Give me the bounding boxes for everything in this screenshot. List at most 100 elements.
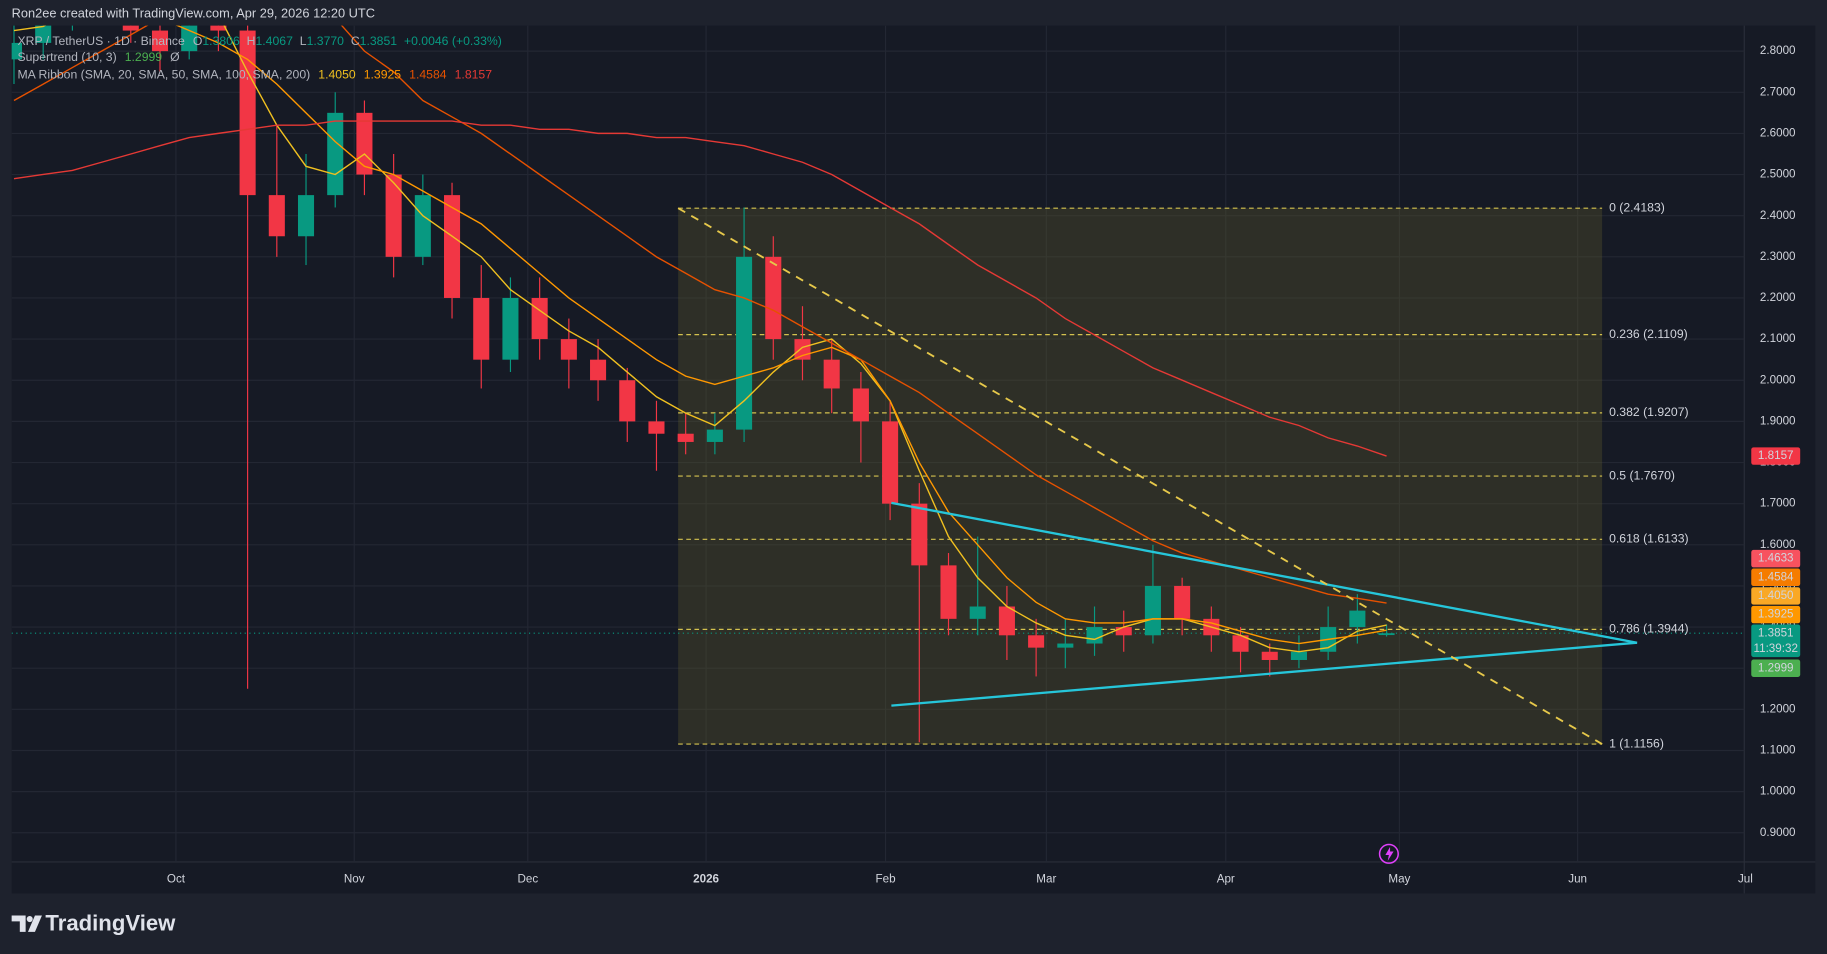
candle-body <box>590 359 607 381</box>
fib-label: 0.382 (1.9207) <box>1609 405 1688 419</box>
x-tick-label: Jul <box>1738 873 1753 886</box>
candle-body <box>473 297 490 360</box>
y-tick-label: 1.9000 <box>1760 414 1796 427</box>
candle-body <box>151 30 169 52</box>
ohlc-key: L <box>300 34 307 48</box>
x-tick-label: Feb <box>876 873 896 886</box>
symbol-legend: XRP / TetherUS · 1D · Binance O1.3806 H1… <box>17 34 501 48</box>
candle-body <box>794 339 811 360</box>
candle-body <box>1232 635 1249 652</box>
price-label: 1.8157 <box>1758 449 1794 462</box>
candle-body <box>911 503 928 566</box>
candle-body <box>210 25 227 31</box>
y-tick-label: 1.1000 <box>1760 744 1796 757</box>
y-tick-label: 2.0000 <box>1760 373 1796 386</box>
fib-label: 0.786 (1.3944) <box>1609 622 1688 636</box>
candle-body <box>327 112 344 196</box>
y-tick-label: 1.7000 <box>1760 497 1796 510</box>
price-label-box <box>1751 587 1801 605</box>
candle-body <box>444 195 461 298</box>
fib-label: 0.5 (1.7670) <box>1609 468 1675 482</box>
y-tick-label: 2.8000 <box>1760 44 1796 57</box>
indicator-flag: Ø <box>170 50 180 64</box>
moving-average <box>175 25 1387 645</box>
ohlc-value: 1.3770 <box>307 34 345 48</box>
plot-background <box>11 25 1816 894</box>
price-label-box <box>1751 549 1801 568</box>
candle-body <box>356 112 373 175</box>
brand-logo: TradingView <box>11 911 176 936</box>
candle-body <box>852 388 869 422</box>
candle-body <box>1115 627 1132 636</box>
candle-body <box>531 297 548 340</box>
logo-mark <box>11 915 42 932</box>
y-tick-label: 0.9000 <box>1760 826 1796 839</box>
price-label-box <box>1751 447 1801 465</box>
candle-body <box>414 195 431 257</box>
moving-average <box>13 120 1387 457</box>
candle-body <box>823 359 840 389</box>
candle-body <box>560 339 577 360</box>
y-tick-label: 2.5000 <box>1760 168 1796 181</box>
indicator-value: 1.3925 <box>364 68 402 82</box>
watermark: Ron2ee created with TradingView.com, Apr… <box>12 5 375 20</box>
price-label: 1.3851 <box>1758 626 1794 639</box>
brand-name: TradingView <box>45 911 176 936</box>
supertrend-legend: Supertrend (10, 3) 1.2999 Ø <box>17 50 180 64</box>
trendline <box>677 207 1603 745</box>
candle-body <box>706 429 723 442</box>
candle-body <box>11 42 23 60</box>
candle-body <box>940 565 957 619</box>
overlay: 0.90001.00001.10001.20001.30001.40001.50… <box>167 44 1801 886</box>
candle-body <box>1086 627 1103 644</box>
ohlc-value: 1.3851 <box>360 34 398 48</box>
price-label: 1.2999 <box>1758 661 1794 674</box>
indicator-name: Supertrend (10, 3) <box>17 50 116 64</box>
logo-dot <box>26 916 33 923</box>
ohlc-key: C <box>351 34 360 48</box>
x-tick-label: 2026 <box>693 873 719 886</box>
candle-body <box>1057 643 1074 648</box>
y-tick-label: 2.4000 <box>1760 209 1796 222</box>
x-tick-label: Jun <box>1568 873 1587 886</box>
moving-average <box>13 25 1387 604</box>
price-label-box <box>1751 605 1801 624</box>
candle-body <box>736 256 753 430</box>
ohlc-value: 1.4067 <box>255 34 293 48</box>
events-icon[interactable] <box>1378 843 1399 864</box>
price-label-box <box>1751 659 1801 677</box>
x-tick-label: Mar <box>1036 873 1056 886</box>
x-tick-label: Oct <box>167 873 186 886</box>
candle-body <box>297 195 315 237</box>
y-tick-label: 1.0000 <box>1760 785 1796 798</box>
x-tick-label: May <box>1388 873 1410 886</box>
trendline <box>891 501 1638 644</box>
y-tick-label: 2.6000 <box>1760 126 1796 139</box>
trendline <box>891 641 1638 707</box>
ma-legend: MA Ribbon (SMA, 20, SMA, 50, SMA, 100, S… <box>17 68 492 82</box>
symbol: XRP / TetherUS · 1D · Binance <box>17 34 185 48</box>
candle-body <box>385 174 402 257</box>
ohlc-key: H <box>247 34 256 48</box>
candle-body <box>239 30 256 196</box>
candle-body <box>1349 610 1366 628</box>
ohlc-key: O <box>193 34 203 48</box>
plot-area <box>11 25 1745 862</box>
countdown: 11:39:32 <box>1754 642 1798 655</box>
x-tick-label: Dec <box>517 873 538 886</box>
indicator-value: 1.2999 <box>125 50 163 64</box>
x-tick-label: Nov <box>344 873 365 886</box>
fib-label: 1 (1.1156) <box>1609 736 1664 750</box>
price-label: 1.4050 <box>1758 589 1794 602</box>
fib-label: 0 (2.4183) <box>1609 200 1665 214</box>
price-label-box <box>1751 568 1801 587</box>
indicator-value: 1.8157 <box>455 68 493 82</box>
price-label: 1.4633 <box>1758 552 1794 565</box>
candle-body <box>765 256 782 340</box>
y-tick-label: 2.1000 <box>1760 332 1796 345</box>
candle-body <box>122 25 139 31</box>
fib-label: 0.236 (2.1109) <box>1609 327 1688 341</box>
events-icon-ring <box>1378 843 1399 864</box>
